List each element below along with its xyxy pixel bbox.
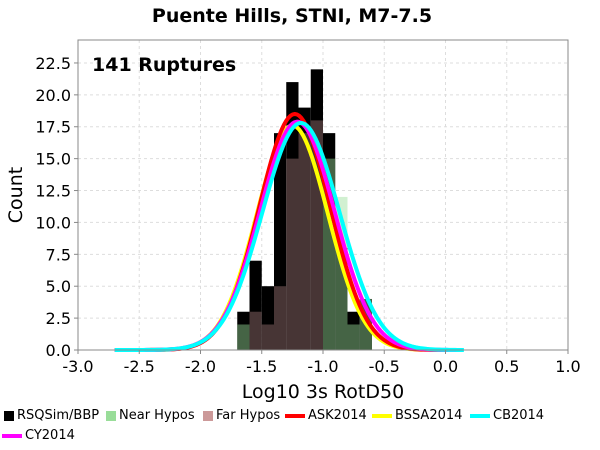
bar-total-count: [347, 311, 360, 350]
legend-item-bssa2014: BSSA2014: [372, 408, 462, 423]
x-axis-label: Log10 3s RotD50: [242, 381, 404, 403]
y-axis-label: Count: [5, 167, 27, 223]
x-tick-label: -2.5: [124, 357, 155, 376]
bar-far-hypos: [298, 133, 311, 350]
legend-label: Near Hypos: [119, 408, 195, 423]
bar-total-count: [298, 107, 311, 351]
x-tick-label: 0.5: [494, 357, 519, 376]
x-tick-label: -1.0: [307, 357, 338, 376]
bar-far-hypos: [274, 286, 287, 350]
x-tick-label: -3.0: [62, 357, 93, 376]
legend-swatch: [372, 413, 392, 418]
y-tick-label: 2.5: [46, 309, 71, 328]
x-tick-label: -1.5: [246, 357, 277, 376]
x-tick-label: -2.0: [185, 357, 216, 376]
curve-cb2014: [114, 120, 464, 352]
legend-item-cy2014: CY2014: [2, 428, 75, 443]
bar-total-count: [274, 133, 287, 350]
y-tick-label: 22.5: [35, 54, 71, 73]
legend-label: CB2014: [493, 408, 545, 423]
y-tick-label: 10.0: [35, 213, 71, 232]
y-tick-label: 7.5: [46, 245, 71, 264]
legend-swatch: [285, 413, 305, 418]
bar-total-count: [261, 286, 274, 350]
legend-item-ask2014: ASK2014: [285, 408, 367, 423]
x-tick-label: 1.0: [555, 357, 580, 376]
legend-swatch: [106, 410, 116, 421]
legend-label: ASK2014: [308, 408, 367, 423]
legend-swatch: [2, 433, 22, 438]
bar-far-hypos: [261, 324, 274, 350]
bar-near-hypos: [237, 324, 250, 350]
y-tick-label: 5.0: [46, 277, 71, 296]
x-tick-label: 0.0: [433, 357, 458, 376]
legend-item-rsqsim-bbp: RSQSim/BBP: [4, 408, 99, 423]
bar-total-count: [286, 82, 299, 351]
model-curves: [114, 111, 464, 352]
legend-label: RSQSim/BBP: [17, 408, 100, 423]
bar-far-hypos: [249, 311, 262, 350]
bar-total-count: [237, 311, 250, 350]
legend-label: CY2014: [25, 428, 75, 443]
legend-item-far-hypos: Far Hypos: [203, 408, 280, 423]
axis-ticks: -3.0 -2.5 -2.0 -1.5 -1.0 -0.5 0.0 0.5 1.0 0.0 2.5 5…: [35, 54, 580, 376]
legend-swatch: [4, 410, 14, 421]
x-tick-label: -0.5: [369, 357, 400, 376]
legend-item-cb2014: CB2014: [470, 408, 544, 423]
legend-label: BSSA2014: [395, 408, 463, 423]
legend-swatch: [470, 413, 490, 418]
y-tick-label: 20.0: [35, 86, 71, 105]
legend-swatch: [203, 410, 213, 421]
histogram-chart: Puente Hills, STNI, M7-7.5 -3.0 -2.5 -2.0-…: [5, 5, 581, 403]
legend-label: Far Hypos: [216, 408, 281, 423]
y-tick-label: 17.5: [35, 118, 71, 137]
bar-far-hypos: [286, 158, 299, 350]
legend-item-near-hypos: Near Hypos: [106, 408, 195, 423]
y-tick-label: 15.0: [35, 150, 71, 169]
bar-near-hypos: [347, 324, 360, 350]
chart-title: Puente Hills, STNI, M7-7.5: [152, 5, 432, 27]
rupture-count-annotation: 141 Ruptures: [92, 54, 236, 76]
y-tick-label: 12.5: [35, 182, 71, 201]
bar-total-count: [249, 260, 262, 350]
y-tick-label: 0.0: [46, 341, 71, 360]
